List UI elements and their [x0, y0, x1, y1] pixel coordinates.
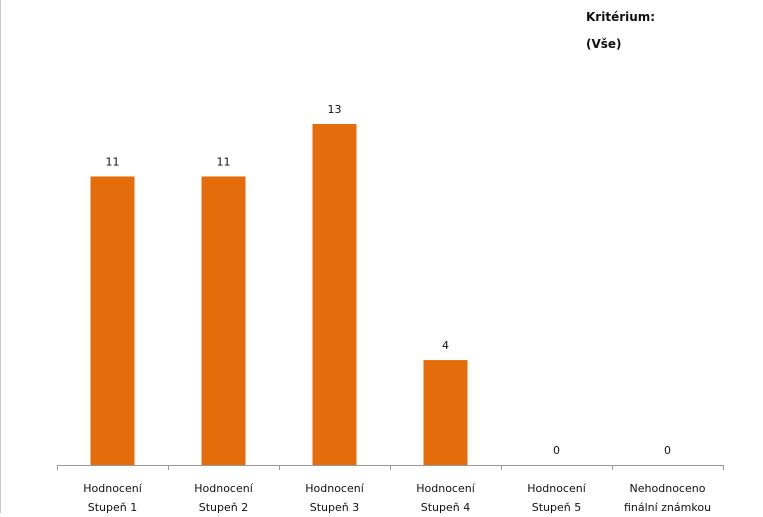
x-tick-label: Stupeň 4: [421, 501, 470, 513]
filter-label: Kritérium:: [586, 10, 656, 24]
left-border: [0, 0, 1, 513]
x-tick-label: finální známkou: [624, 501, 711, 513]
x-tick-label: Stupeň 5: [532, 501, 581, 513]
bar: [90, 176, 135, 465]
x-tick-label: Hodnocení: [527, 482, 586, 495]
x-tick-label: Hodnocení: [305, 482, 364, 495]
x-tick-label: Hodnocení: [83, 482, 142, 495]
x-tick-label: Stupeň 1: [88, 501, 137, 513]
data-label: 11: [217, 155, 231, 168]
x-tick-label: Stupeň 2: [199, 501, 248, 513]
x-tick-label: Hodnocení: [194, 482, 253, 495]
data-label: 0: [664, 444, 671, 457]
x-tick-label: Nehodnoceno: [630, 482, 706, 495]
data-label: 11: [106, 155, 120, 168]
bar: [312, 124, 357, 465]
x-tick-label: Hodnocení: [416, 482, 475, 495]
bar: [201, 176, 246, 465]
data-label: 13: [328, 103, 342, 116]
bar: [423, 360, 468, 465]
x-tick-label: Stupeň 3: [310, 501, 359, 513]
data-label: 4: [442, 339, 449, 352]
data-label: 0: [553, 444, 560, 457]
filter-value: (Vše): [586, 37, 622, 51]
